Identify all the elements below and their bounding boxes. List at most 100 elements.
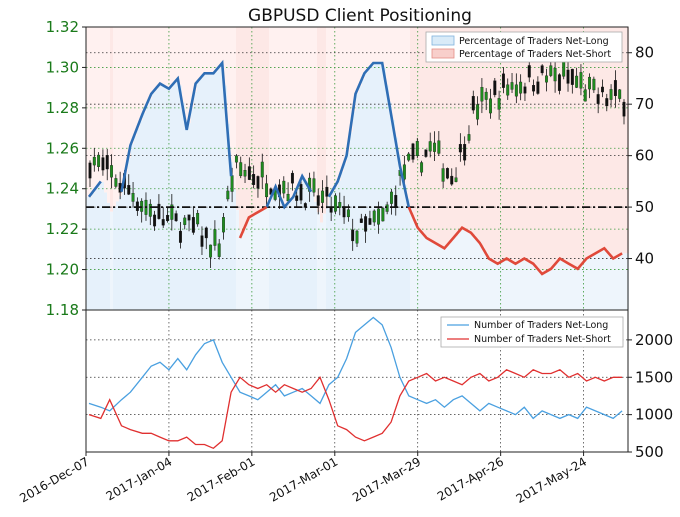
positioning-stripe <box>371 27 374 66</box>
positioning-stripe <box>413 27 416 217</box>
candle-body <box>342 206 346 218</box>
candle-body <box>609 89 613 100</box>
positioning-stripe <box>290 200 293 310</box>
candle-body <box>217 243 221 257</box>
positioning-stripe <box>239 27 242 231</box>
positioning-stripe <box>257 212 260 310</box>
positioning-stripe <box>557 261 560 310</box>
candle-body <box>209 244 213 258</box>
candle-body <box>433 142 436 152</box>
positioning-stripe <box>407 27 410 199</box>
candle-body <box>454 177 458 182</box>
positioning-stripe <box>473 27 476 236</box>
candle-body <box>437 140 441 154</box>
positioning-stripe <box>569 263 572 310</box>
positioning-stripe <box>425 236 428 310</box>
candle-body <box>213 229 217 246</box>
positioning-stripe <box>596 27 599 254</box>
positioning-stripe <box>446 27 449 247</box>
candle-body <box>110 165 113 178</box>
positioning-stripe <box>272 27 275 195</box>
positioning-stripe <box>260 210 263 310</box>
positioning-stripe <box>107 202 110 310</box>
positioning-stripe <box>140 27 143 121</box>
positioning-stripe <box>407 198 410 310</box>
positioning-stripe <box>470 232 473 310</box>
positioning-stripe <box>428 238 431 310</box>
legend-label-long-num: Number of Traders Net-Long <box>474 320 608 331</box>
candle-body <box>101 157 105 171</box>
positioning-stripe <box>332 27 335 192</box>
positioning-stripe <box>539 270 542 310</box>
price-positioning-panel: 1.18 1.20 1.22 1.24 1.26 1.28 1.30 1.32 40 50 60 7… <box>46 18 655 319</box>
positioning-stripe <box>191 107 194 311</box>
positioning-stripe <box>503 27 506 261</box>
count-tick-label: 500 <box>635 443 664 461</box>
candle-body <box>230 175 234 192</box>
positioning-stripe <box>95 188 98 310</box>
candle-body <box>161 219 165 226</box>
candle-body <box>114 178 118 187</box>
positioning-stripe <box>272 194 275 310</box>
positioning-stripe <box>380 27 383 64</box>
candle-body <box>583 89 587 102</box>
positioning-stripe <box>536 266 539 310</box>
positioning-stripe <box>620 27 623 255</box>
positioning-stripe <box>239 230 242 310</box>
positioning-stripe <box>164 85 167 311</box>
candle-body <box>428 141 432 152</box>
positioning-stripe <box>476 238 479 310</box>
positioning-stripe <box>404 184 407 310</box>
price-tick-label: 1.20 <box>46 261 79 279</box>
positioning-stripe <box>602 249 605 310</box>
positioning-stripe <box>263 209 266 310</box>
net-long-count-line <box>88 316 623 420</box>
candle-body <box>484 91 488 100</box>
positioning-stripe <box>401 170 404 310</box>
positioning-stripe <box>479 27 482 243</box>
positioning-stripe <box>581 264 584 310</box>
positioning-stripe <box>173 27 176 85</box>
positioning-stripe <box>383 27 386 68</box>
positioning-stripe <box>458 27 461 233</box>
positioning-stripe <box>236 210 239 310</box>
date-tick-label: 2017-Feb-01 <box>185 454 258 504</box>
candle-body <box>570 68 574 85</box>
positioning-stripe <box>509 27 512 260</box>
positioning-stripe <box>287 27 290 205</box>
candle-body <box>174 213 178 222</box>
positioning-stripe <box>281 27 284 200</box>
candle-body <box>415 141 419 156</box>
positioning-stripe <box>230 27 233 162</box>
positioning-stripe <box>128 27 131 158</box>
positioning-stripe <box>314 201 317 310</box>
positioning-stripe <box>158 85 161 310</box>
net-long-percentage-line <box>87 59 411 210</box>
candle-body <box>545 75 548 83</box>
positioning-stripe <box>293 197 296 310</box>
candle-body <box>450 175 454 185</box>
positioning-stripe <box>323 27 326 214</box>
positioning-stripe <box>305 181 308 310</box>
positioning-stripe <box>164 27 167 86</box>
price-axis-ticks: 1.18 1.20 1.22 1.24 1.26 1.28 1.30 1.32 <box>46 18 86 319</box>
candle-body <box>325 186 329 197</box>
candle-body <box>480 87 484 102</box>
positioning-stripe <box>584 261 587 310</box>
positioning-stripe <box>137 27 140 129</box>
candle-body <box>540 65 544 74</box>
candle-body <box>359 218 363 223</box>
positioning-stripe <box>95 27 98 189</box>
date-axis-ticks: 2016-Dec-07 2017-Jan-04 2017-Feb-01 2017-Ma… <box>17 452 589 506</box>
positioning-stripe <box>527 27 530 261</box>
candle-body <box>131 193 135 202</box>
positioning-stripe <box>482 246 485 310</box>
candle-body <box>519 81 523 94</box>
date-tick-label: 2017-Mar-29 <box>350 454 423 504</box>
candle-body <box>368 218 372 225</box>
candle-body <box>458 144 462 153</box>
positioning-stripe <box>578 27 581 269</box>
positioning-stripe <box>590 27 593 257</box>
candle-body <box>166 214 169 222</box>
positioning-stripe <box>557 27 560 262</box>
